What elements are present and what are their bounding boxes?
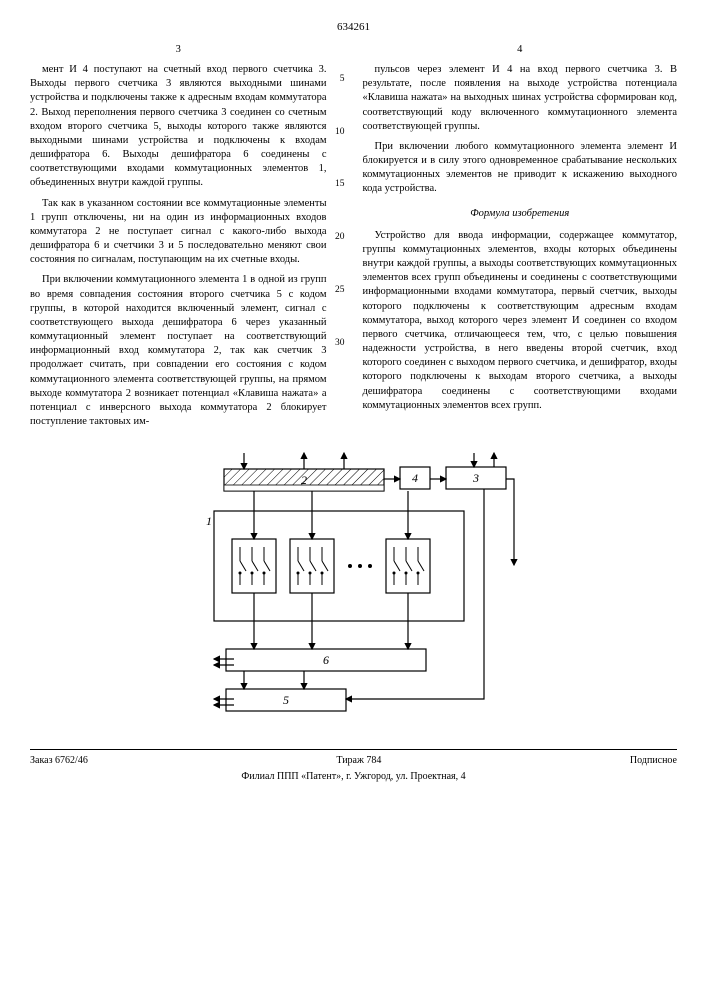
svg-text:2: 2 (301, 473, 307, 487)
right-page-num: 4 (363, 43, 678, 57)
svg-text:5: 5 (283, 693, 289, 707)
svg-text:1: 1 (206, 514, 212, 528)
left-page-num: 3 (30, 43, 327, 57)
right-column: 4 пульсов через элемент И 4 на вход перв… (363, 43, 678, 435)
doc-number: 634261 (30, 20, 677, 35)
left-p1: мент И 4 поступают на счетный вход перво… (30, 63, 327, 191)
right-p3: Устройство для ввода информации, содержа… (363, 229, 678, 413)
footer-order: Заказ 6762/46 (30, 754, 88, 768)
left-p2: Так как в указанном состоянии все коммут… (30, 197, 327, 268)
circuit-diagram: 2 4 3 1 6 5 (184, 449, 524, 739)
line-numbers: 5 10 15 20 25 30 (331, 43, 345, 435)
footer-row: Заказ 6762/46 Тираж 784 Подписное (30, 749, 677, 768)
svg-text:3: 3 (472, 471, 479, 485)
footer-address: Филиал ППП «Патент», г. Ужгород, ул. Про… (30, 770, 677, 784)
footer-tirage: Тираж 784 (336, 754, 381, 768)
footer-signed: Подписное (630, 754, 677, 768)
text-columns: 3 мент И 4 поступают на счетный вход пер… (30, 43, 677, 435)
formula-title: Формула изобретения (363, 207, 678, 221)
left-column: 3 мент И 4 поступают на счетный вход пер… (30, 43, 327, 435)
svg-text:4: 4 (412, 471, 418, 485)
right-p1: пульсов через элемент И 4 на вход первог… (363, 63, 678, 134)
right-p2: При включении любого коммутационного эле… (363, 140, 678, 197)
left-p3: При включении коммутационного элемента 1… (30, 273, 327, 429)
svg-text:6: 6 (323, 653, 329, 667)
